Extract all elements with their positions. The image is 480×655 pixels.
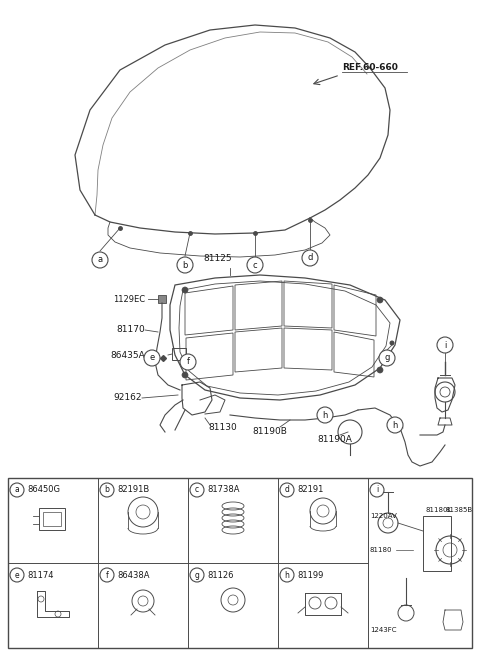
Text: d: d: [307, 253, 312, 263]
Circle shape: [144, 350, 160, 366]
Circle shape: [370, 483, 384, 497]
Text: 1129EC: 1129EC: [113, 295, 145, 303]
Text: c: c: [195, 485, 199, 495]
Bar: [39, 508, 65, 530]
Circle shape: [387, 417, 403, 433]
Circle shape: [389, 341, 395, 345]
Text: 81180L: 81180L: [425, 507, 451, 513]
Text: i: i: [376, 485, 378, 495]
Circle shape: [302, 250, 318, 266]
Text: 81170: 81170: [116, 326, 145, 335]
Text: 81125: 81125: [204, 254, 232, 263]
Text: e: e: [149, 354, 155, 362]
Circle shape: [280, 483, 294, 497]
Text: 86450G: 86450G: [27, 485, 60, 495]
Text: h: h: [322, 411, 328, 419]
Circle shape: [92, 252, 108, 268]
Circle shape: [10, 568, 24, 582]
Text: 82191B: 82191B: [117, 485, 149, 495]
Circle shape: [100, 568, 114, 582]
Bar: [172, 348, 186, 360]
Text: e: e: [15, 571, 19, 580]
Text: b: b: [182, 261, 188, 269]
Circle shape: [247, 257, 263, 273]
Circle shape: [100, 483, 114, 497]
Text: 81190B: 81190B: [252, 428, 288, 436]
Circle shape: [280, 568, 294, 582]
Circle shape: [377, 297, 383, 303]
Text: g: g: [194, 571, 199, 580]
Text: 86435A: 86435A: [110, 350, 145, 360]
Circle shape: [437, 337, 453, 353]
Text: 82191: 82191: [297, 485, 324, 495]
Circle shape: [377, 367, 383, 373]
Circle shape: [379, 350, 395, 366]
Circle shape: [180, 354, 196, 370]
Text: d: d: [285, 485, 289, 495]
Text: i: i: [444, 341, 446, 350]
Bar: [8, 478, 472, 648]
Circle shape: [182, 287, 188, 293]
Circle shape: [177, 257, 193, 273]
Circle shape: [317, 407, 333, 423]
Text: 81199: 81199: [297, 571, 324, 580]
Text: 81174: 81174: [27, 571, 53, 580]
Text: g: g: [384, 354, 390, 362]
Text: 1220AV: 1220AV: [370, 513, 397, 519]
Text: REF.60-660: REF.60-660: [342, 64, 398, 73]
Circle shape: [10, 483, 24, 497]
Text: a: a: [97, 255, 103, 265]
Text: 81126: 81126: [207, 571, 233, 580]
Text: h: h: [392, 421, 398, 430]
Circle shape: [190, 568, 204, 582]
Text: 1243FC: 1243FC: [370, 627, 396, 633]
Text: a: a: [14, 485, 19, 495]
Text: 81130: 81130: [208, 424, 237, 432]
Text: 81385B: 81385B: [445, 507, 472, 513]
Text: 86438A: 86438A: [117, 571, 149, 580]
Text: c: c: [252, 261, 257, 269]
Text: h: h: [285, 571, 289, 580]
Bar: [43, 512, 61, 526]
Text: 81738A: 81738A: [207, 485, 240, 495]
Text: f: f: [187, 358, 190, 367]
Text: 81190A: 81190A: [318, 436, 352, 445]
Text: f: f: [106, 571, 108, 580]
Circle shape: [182, 372, 188, 378]
Text: 81180: 81180: [370, 547, 393, 553]
Text: b: b: [105, 485, 109, 495]
Bar: [423, 516, 451, 571]
Bar: [158, 295, 166, 303]
Text: 92162: 92162: [113, 394, 142, 403]
Circle shape: [190, 483, 204, 497]
